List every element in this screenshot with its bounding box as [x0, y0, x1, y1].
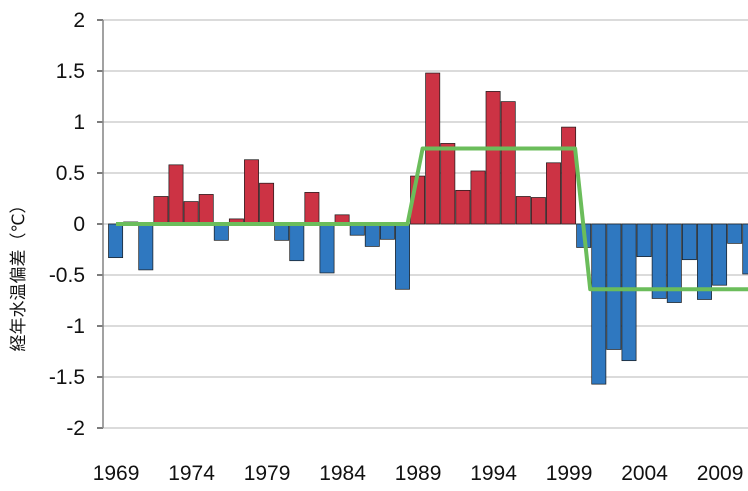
bar-2011	[742, 223, 748, 275]
x-tick-label: 2004	[621, 462, 668, 485]
x-tick-label: 1984	[319, 462, 366, 485]
bar-1991	[440, 143, 456, 225]
bar-1994	[485, 91, 501, 225]
x-tick-label: 1979	[244, 462, 291, 485]
bar-1971	[138, 223, 154, 271]
bar-1987	[379, 223, 395, 240]
y-tick-label: 2	[73, 9, 85, 32]
x-tick-label: 1999	[546, 462, 593, 485]
bar-2006	[666, 223, 682, 303]
y-tick-labels: 2 1.5 1 0.5 0 -0.5 -1 -1.5 -2	[49, 9, 85, 440]
bars	[108, 72, 748, 385]
bar-1992	[455, 189, 471, 225]
bar-2010	[727, 223, 743, 244]
bar-1982	[304, 192, 320, 225]
bar-2004	[636, 223, 652, 257]
y-tick-label: 0.5	[56, 162, 85, 185]
bar-1969	[108, 223, 124, 259]
bar-1978	[244, 159, 259, 225]
y-tick-label: -0.5	[49, 264, 85, 287]
bar-2001	[591, 223, 607, 385]
y-axis-label: 経年水温偏差（℃）	[9, 196, 29, 351]
bar-1998	[546, 162, 561, 225]
bar-1975	[198, 194, 214, 225]
bar-1988	[395, 223, 410, 290]
bar-1974	[183, 201, 199, 225]
x-tick-label: 1969	[93, 462, 140, 485]
bar-1996	[515, 196, 531, 225]
bar-1999	[561, 126, 577, 225]
bar-1980	[274, 223, 290, 241]
bar-1997	[530, 197, 546, 225]
bar-2003	[621, 223, 637, 362]
bar-1981	[289, 223, 305, 262]
x-tick-label: 1994	[470, 462, 517, 485]
bar-1986	[364, 223, 380, 247]
y-tick-label: -1	[66, 315, 85, 338]
bar-1979	[259, 182, 275, 225]
axes	[97, 19, 104, 429]
bar-1983	[319, 223, 335, 274]
trend-line	[116, 146, 748, 292]
bar-2005	[651, 223, 667, 299]
bar-2007	[681, 223, 697, 261]
x-tick-label: 1974	[168, 462, 215, 485]
bar-2008	[697, 223, 712, 300]
x-tick-label: 1989	[395, 462, 442, 485]
x-tick-label: 2009	[697, 462, 744, 485]
y-tick-label: 1	[73, 111, 85, 134]
bar-2009	[712, 223, 728, 286]
y-tick-label: -1.5	[49, 366, 85, 389]
y-tick-label: -2	[66, 417, 85, 440]
bar-1993	[470, 170, 486, 225]
y-tick-label: 1.5	[56, 60, 85, 83]
bar-1995	[500, 101, 516, 225]
y-tick-label: 0	[73, 213, 85, 236]
bar-1976	[213, 223, 229, 241]
bar-2002	[606, 223, 622, 350]
bar-1973	[168, 164, 184, 225]
bar-1972	[153, 196, 169, 225]
x-tick-labels: 1969 1974 1979 1984 1989 1994 1999 2004 2009	[93, 462, 744, 485]
trend-polyline	[116, 146, 748, 292]
